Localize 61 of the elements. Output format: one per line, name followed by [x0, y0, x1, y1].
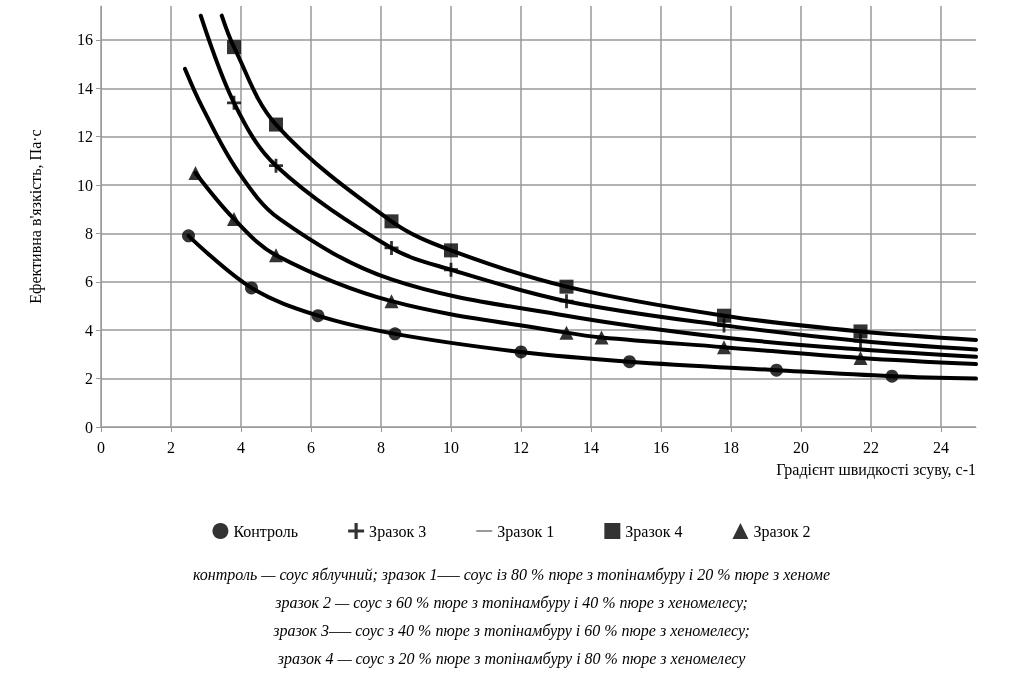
x-tick-label: 2 [167, 438, 175, 456]
y-tick-label: 0 [85, 418, 93, 436]
point [514, 345, 528, 359]
y-tick-label: 2 [85, 370, 93, 388]
point [269, 248, 283, 263]
point [245, 281, 258, 295]
point [853, 351, 868, 366]
point [188, 165, 203, 180]
point [311, 309, 325, 323]
legend-label: Зразок 4 [625, 522, 683, 541]
legend-label: Зразок 3 [369, 522, 427, 541]
x-tick-label: 24 [933, 438, 949, 456]
x-tick-label: 16 [653, 438, 669, 456]
point [269, 158, 283, 173]
x-tick-label: 6 [307, 438, 315, 456]
x-tick-label: 18 [723, 438, 739, 456]
y-tick-label: 14 [77, 79, 93, 97]
y-tick-label: 16 [77, 31, 93, 49]
x-tick-label: 4 [237, 438, 245, 456]
point [623, 355, 636, 369]
point [717, 308, 731, 323]
point [227, 95, 241, 110]
legend-label: Зразок 1 [497, 522, 555, 541]
point [594, 330, 609, 345]
text: зразок 2 — соус з 60 % пюре з топінамбуру і 40 % пюре з хеномелесу; [274, 593, 748, 612]
x-tick-label: 20 [793, 438, 809, 456]
point [717, 340, 731, 355]
point [885, 369, 899, 383]
point [388, 327, 402, 341]
point [444, 243, 458, 258]
point [384, 294, 399, 309]
x-tick-label: 0 [97, 438, 105, 456]
point [227, 40, 241, 55]
x-tick-label: 10 [443, 438, 459, 456]
y-tick-label: 4 [85, 321, 93, 339]
y-tick-label: 8 [85, 224, 93, 242]
x-tick-label: 12 [513, 438, 529, 456]
point [444, 262, 458, 277]
point [853, 324, 868, 339]
point [559, 279, 574, 294]
x-tick-label: 22 [863, 438, 879, 456]
point [559, 294, 574, 309]
y-tick-label: 6 [85, 273, 93, 291]
point [269, 117, 283, 132]
legend-label: Контроль [233, 522, 299, 541]
legend-label: Зразок 2 [753, 522, 811, 541]
y-axis-title: Ефективна в'язкість, Па·с [26, 129, 45, 304]
x-axis-title: Градієнт швидкості зсуву, с-1 [776, 460, 976, 479]
point [182, 229, 195, 243]
x-tick-label: 14 [583, 438, 599, 456]
point [227, 211, 241, 226]
text: контроль — соус яблучний; зразок 1—– соус із 80 % пюре з топінамбуру і 20 % пюре з хеноме [192, 565, 831, 584]
y-tick-label: 12 [77, 128, 93, 146]
point [384, 240, 399, 255]
point [384, 214, 399, 229]
point [770, 363, 783, 377]
x-tick-label: 8 [377, 438, 385, 456]
point [559, 325, 574, 340]
text: зразок 3—– соус з 40 % пюре з топінамбуру і 60 % пюре з хеномелесу; [272, 621, 750, 640]
y-tick-label: 10 [77, 176, 93, 194]
text: зразок 4 — соус з 20 % пюре з топінамбуру і 80 % пюре з хеномелесу [276, 649, 747, 668]
